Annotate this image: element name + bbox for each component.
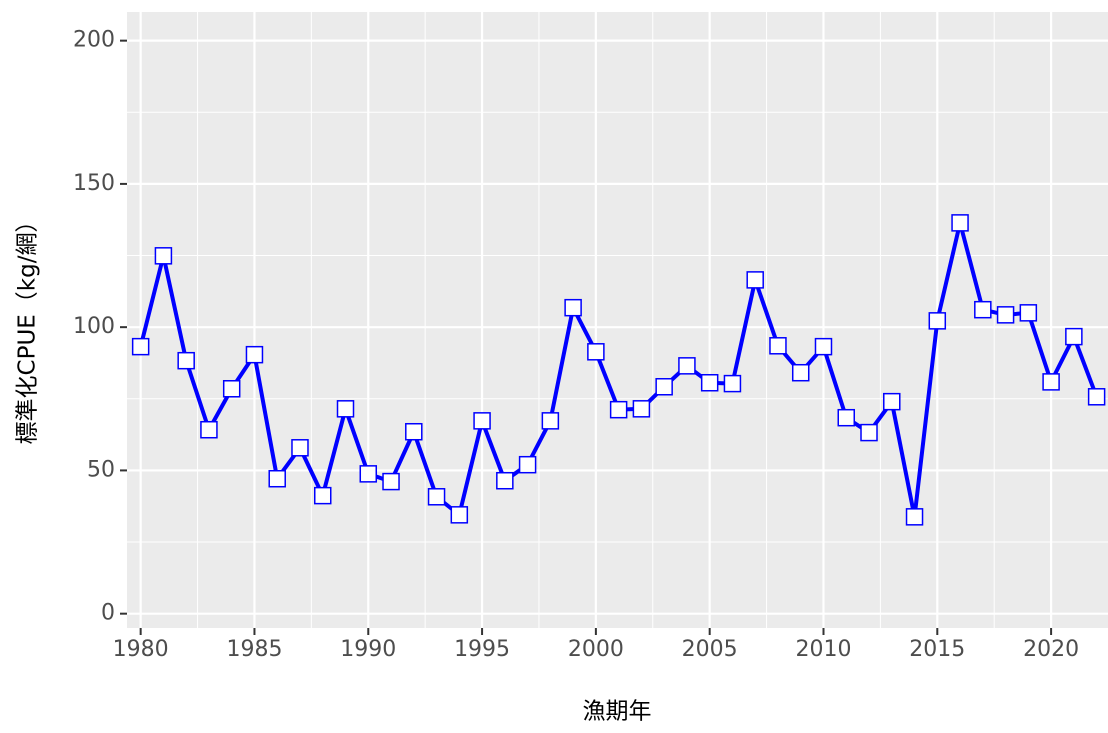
point-marker — [791, 363, 810, 382]
point-marker — [700, 373, 719, 392]
x-tick-label: 1990 — [340, 637, 396, 662]
point-marker — [268, 469, 286, 488]
point-marker — [313, 486, 332, 505]
y-tick-label: 50 — [87, 457, 115, 482]
y-tick-label: 150 — [73, 171, 115, 196]
point-marker — [883, 392, 901, 411]
point-marker — [473, 412, 491, 430]
point-marker — [723, 374, 742, 393]
y-tick-label: 0 — [101, 601, 115, 626]
point-marker — [974, 300, 992, 319]
x-tick-label: 2015 — [909, 637, 965, 662]
point-marker — [746, 271, 764, 289]
point-marker — [518, 455, 537, 474]
point-marker — [359, 465, 378, 483]
point-marker — [245, 345, 264, 364]
y-tick-label: 200 — [73, 28, 115, 53]
point-marker — [837, 408, 855, 427]
point-marker — [769, 337, 787, 355]
point-marker — [1019, 304, 1038, 322]
x-tick-label: 2020 — [1023, 637, 1079, 662]
point-marker — [928, 312, 947, 330]
point-marker — [587, 343, 605, 361]
point-marker — [541, 412, 560, 430]
point-marker — [450, 506, 469, 524]
point-marker — [200, 420, 218, 439]
x-tick-label: 2000 — [568, 637, 624, 662]
point-marker — [951, 214, 969, 232]
x-tick-label: 2010 — [795, 637, 851, 662]
point-marker — [336, 400, 355, 418]
point-marker — [291, 439, 309, 457]
x-tick-label: 1985 — [226, 637, 282, 662]
point-marker — [177, 351, 195, 370]
point-marker — [382, 472, 400, 491]
x-axis-title: 漁期年 — [583, 699, 652, 725]
point-marker — [222, 380, 241, 398]
point-marker — [427, 488, 446, 506]
point-marker — [860, 423, 878, 442]
y-tick-label: 100 — [73, 314, 115, 339]
point-marker — [131, 337, 150, 356]
point-marker — [564, 298, 582, 317]
point-marker — [1042, 373, 1060, 391]
y-axis-title: 標準化CPUE（kg/網） — [15, 210, 41, 445]
x-tick-label: 1995 — [454, 637, 510, 662]
point-marker — [655, 378, 673, 396]
point-marker — [496, 471, 514, 490]
x-tick-label: 2005 — [682, 637, 738, 662]
point-marker — [1065, 327, 1083, 346]
x-tick-label: 1980 — [113, 637, 169, 662]
panel — [127, 12, 1108, 628]
point-marker — [814, 337, 833, 356]
point-marker — [1087, 388, 1106, 406]
point-marker — [678, 357, 696, 375]
point-marker — [154, 247, 173, 265]
point-marker — [632, 400, 651, 418]
point-marker — [609, 400, 628, 419]
point-marker — [905, 508, 924, 526]
point-marker — [405, 422, 423, 441]
point-marker — [996, 306, 1015, 324]
